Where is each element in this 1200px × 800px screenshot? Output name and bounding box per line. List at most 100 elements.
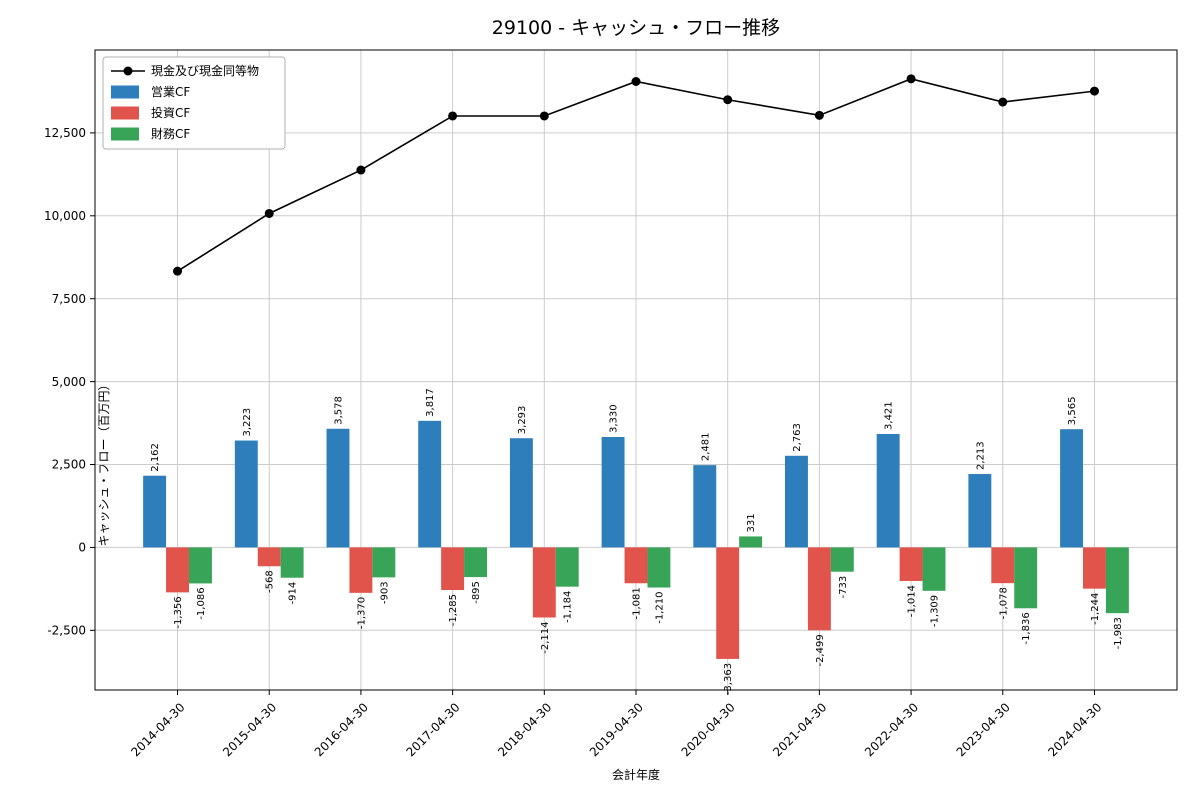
svg-text:-1,285: -1,285 — [448, 594, 459, 626]
chart-title: 29100 - キャッシュ・フロー推移 — [491, 17, 781, 39]
x-axis-label: 会計年度 — [611, 768, 660, 782]
svg-text:2,162: 2,162 — [150, 443, 161, 472]
line-marker — [173, 266, 183, 276]
bar — [234, 440, 258, 548]
svg-text:-1,370: -1,370 — [356, 597, 367, 629]
line-marker — [264, 208, 274, 218]
bar — [143, 475, 167, 548]
svg-text:-1,014: -1,014 — [907, 585, 918, 617]
svg-text:-903: -903 — [379, 581, 390, 604]
svg-text:2019-04-30: 2019-04-30 — [587, 700, 646, 759]
y-axis-ticks: -2,500 0 2,500 5,000 7,500 10,000 12,500 — [44, 126, 95, 638]
svg-text:0: 0 — [78, 541, 86, 555]
bar — [830, 547, 854, 572]
line-marker — [631, 77, 641, 87]
bar — [716, 547, 740, 659]
bar-series-0 — [143, 420, 1084, 548]
svg-text:-3,363: -3,363 — [723, 663, 734, 695]
bar — [349, 547, 373, 593]
bar — [280, 547, 304, 578]
svg-text:-1,836: -1,836 — [1021, 612, 1032, 644]
line-marker — [998, 97, 1008, 107]
svg-text:2020-04-30: 2020-04-30 — [679, 700, 738, 759]
svg-text:-568: -568 — [265, 570, 276, 593]
svg-text:2017-04-30: 2017-04-30 — [403, 700, 462, 759]
bar — [1060, 429, 1084, 548]
svg-text:-1,309: -1,309 — [930, 595, 941, 627]
bar — [532, 547, 556, 618]
line-marker — [906, 74, 916, 84]
svg-text:3,578: 3,578 — [333, 396, 344, 425]
svg-text:2,500: 2,500 — [52, 458, 86, 472]
svg-text:現金及び現金同等物: 現金及び現金同等物 — [151, 63, 259, 78]
svg-text:-2,500: -2,500 — [47, 624, 86, 638]
svg-text:-1,078: -1,078 — [998, 587, 1009, 619]
svg-text:2022-04-30: 2022-04-30 — [862, 700, 921, 759]
svg-text:3,421: 3,421 — [884, 401, 895, 430]
svg-text:-1,356: -1,356 — [173, 596, 184, 628]
bar — [968, 474, 992, 548]
line-marker — [1089, 86, 1099, 96]
line-series — [173, 74, 1099, 276]
bar — [441, 547, 465, 591]
svg-text:2,763: 2,763 — [792, 423, 803, 452]
bar — [785, 455, 808, 548]
line-marker — [723, 95, 733, 105]
x-axis-ticks: 2014-04-30 2015-04-30 2016-04-30 2017-04-30… — [128, 690, 1105, 759]
svg-text:2018-04-30: 2018-04-30 — [495, 700, 554, 759]
svg-text:-733: -733 — [838, 576, 849, 599]
bar — [739, 536, 763, 548]
svg-text:2023-04-30: 2023-04-30 — [954, 700, 1013, 759]
bar — [693, 465, 717, 548]
svg-text:-1,081: -1,081 — [632, 587, 643, 619]
bar — [555, 547, 579, 587]
svg-text:営業CF: 営業CF — [151, 85, 190, 99]
bar — [257, 547, 281, 567]
line-marker — [356, 165, 366, 175]
svg-text:投資CF: 投資CF — [151, 105, 190, 120]
bar — [418, 420, 442, 548]
bar — [899, 547, 923, 582]
bar — [876, 433, 900, 548]
svg-text:-1,983: -1,983 — [1113, 617, 1124, 649]
bar — [326, 428, 350, 548]
bar — [601, 436, 625, 548]
bar — [464, 547, 487, 578]
line-marker — [814, 110, 824, 120]
svg-text:2,213: 2,213 — [975, 441, 986, 470]
line-marker — [448, 111, 458, 121]
svg-text:7,500: 7,500 — [52, 292, 86, 306]
svg-text:2,481: 2,481 — [700, 432, 711, 461]
svg-text:3,330: 3,330 — [609, 404, 620, 433]
bar-series — [143, 420, 1129, 659]
bar — [188, 547, 212, 584]
svg-text:-1,184: -1,184 — [563, 591, 574, 623]
svg-text:財務CF: 財務CF — [151, 126, 190, 141]
svg-text:2015-04-30: 2015-04-30 — [220, 700, 279, 759]
bar — [1105, 547, 1129, 614]
bar — [647, 547, 671, 588]
bar-series-2 — [188, 536, 1129, 614]
svg-text:331: 331 — [746, 513, 757, 532]
svg-text:-1,086: -1,086 — [196, 587, 207, 619]
line-marker — [539, 111, 549, 121]
bar-series-1 — [166, 547, 1106, 659]
bar — [166, 547, 189, 593]
svg-text:5,000: 5,000 — [52, 375, 86, 389]
svg-text:-1,244: -1,244 — [1090, 593, 1101, 625]
bar-value-labels: 2,162 3,223 3,578 3,817 3,293 3,330 2,481 2,763… — [150, 388, 1124, 695]
svg-text:12,500: 12,500 — [44, 126, 86, 140]
svg-text:3,817: 3,817 — [425, 388, 436, 417]
svg-text:2016-04-30: 2016-04-30 — [312, 700, 371, 759]
svg-text:-895: -895 — [471, 581, 482, 604]
bar — [624, 547, 648, 584]
svg-text:-1,210: -1,210 — [654, 592, 665, 624]
svg-text:-2,114: -2,114 — [540, 622, 551, 654]
svg-text:2024-04-30: 2024-04-30 — [1045, 700, 1104, 759]
svg-text:2014-04-30: 2014-04-30 — [128, 700, 187, 759]
svg-text:2021-04-30: 2021-04-30 — [770, 700, 829, 759]
svg-text:-2,499: -2,499 — [815, 634, 826, 666]
svg-text:10,000: 10,000 — [44, 209, 86, 223]
